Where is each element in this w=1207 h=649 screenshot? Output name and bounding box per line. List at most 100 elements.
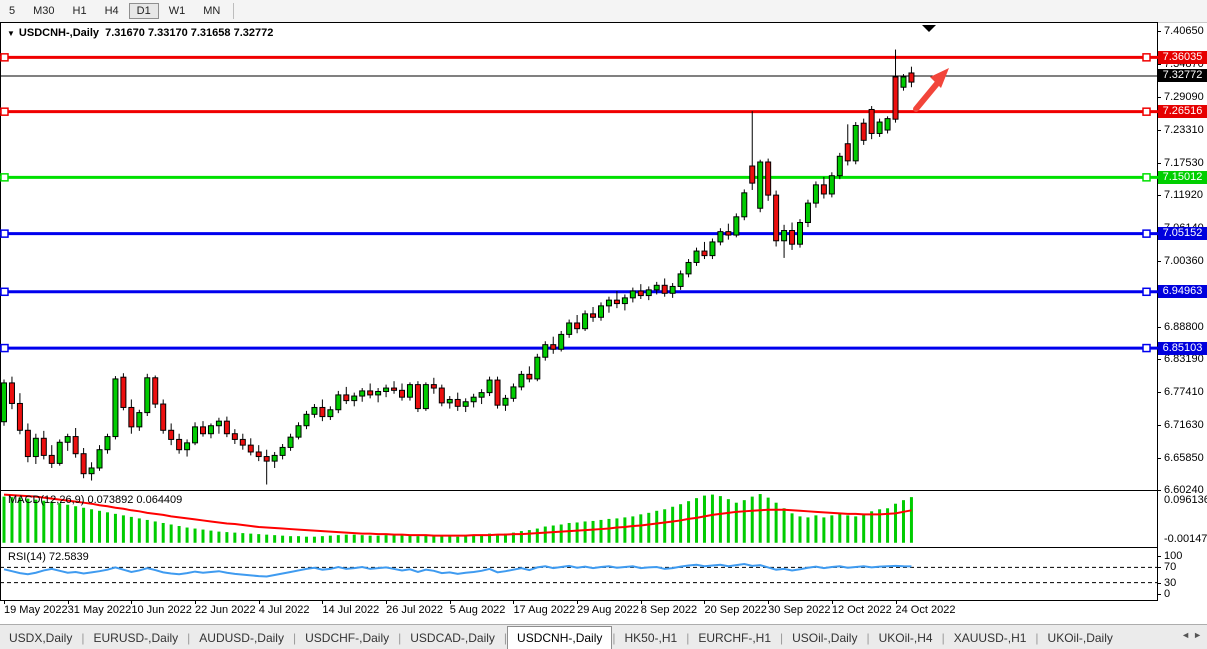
price-tick-mark	[1157, 194, 1161, 196]
bear-candle	[239, 438, 246, 446]
date-tick-mark	[386, 600, 388, 604]
horizontal-level-lines[interactable]	[0, 53, 1158, 353]
hline-handle[interactable]	[0, 53, 9, 62]
hline-handle[interactable]	[1142, 343, 1151, 353]
chart-tab-eurusd-daily[interactable]: EURUSD-,Daily	[93, 630, 179, 645]
bar-shift-marker-icon[interactable]	[922, 25, 936, 32]
rsi-pane-divider[interactable]	[0, 547, 1158, 548]
chart-tab-usdcad-daily[interactable]: USDCAD-,Daily	[410, 630, 495, 645]
chart-tab-usdcnh-daily[interactable]: USDCNH-,Daily	[507, 625, 613, 649]
macd-pane-canvas[interactable]	[0, 490, 1158, 547]
bull-candle	[797, 222, 803, 245]
price-tick-label: 6.71630	[1164, 418, 1204, 431]
chart-tab-usdx-daily[interactable]: USDX,Daily	[9, 630, 73, 645]
date-tick-mark	[195, 600, 197, 604]
hline-handle[interactable]	[1142, 173, 1151, 182]
bear-candle	[749, 165, 756, 184]
price-tick-label: 6.60240	[1164, 484, 1204, 496]
tab-scroll-left-icon[interactable]: ◄	[1181, 630, 1194, 640]
bull-candle	[287, 436, 294, 448]
tabbar-scroll-arrows[interactable]: ◄►	[1181, 630, 1205, 640]
chart-symbol-label: USDCNH-,Daily	[18, 27, 99, 39]
bull-candle	[804, 202, 811, 224]
macd-pane-divider[interactable]	[0, 490, 1158, 491]
chart-tab-eurchf-h1[interactable]: EURCHF-,H1	[698, 630, 771, 645]
timeframe-button-m30[interactable]: M30	[33, 5, 55, 17]
hline-handle[interactable]	[0, 107, 9, 116]
up-trend-arrow-annotation[interactable]	[913, 68, 949, 112]
chart-tab-audusd-daily[interactable]: AUDUSD-,Daily	[199, 630, 284, 645]
bull-candle	[446, 398, 453, 404]
bull-candle	[478, 392, 485, 398]
date-label: 14 Jul 2022	[322, 604, 380, 616]
timeframe-button-h4[interactable]: H4	[104, 5, 119, 17]
bull-candle	[693, 250, 700, 263]
price-tick-mark	[1157, 31, 1161, 32]
bear-candle	[430, 384, 437, 389]
chart-tab-ukoil-daily[interactable]: UKOil-,Daily	[1047, 630, 1113, 645]
bull-candle	[558, 333, 565, 350]
rsi-level-label: 100	[1164, 550, 1183, 562]
bear-candle	[231, 433, 238, 440]
chart-tab-xauusd-h1[interactable]: XAUUSD-,H1	[953, 630, 1027, 645]
bear-candle	[526, 373, 533, 380]
bull-candle	[566, 322, 573, 335]
rsi-line	[3, 562, 912, 578]
bull-candle	[653, 284, 660, 291]
hline-handle[interactable]	[1142, 287, 1151, 297]
chart-tab-usoil-daily[interactable]: USOil-,Daily	[792, 630, 858, 645]
rsi-pane-canvas[interactable]	[0, 547, 1158, 600]
hline-handle[interactable]	[1142, 53, 1151, 62]
hline-handle[interactable]	[0, 229, 9, 238]
hline-handle[interactable]	[1142, 107, 1151, 116]
bear-candle	[454, 398, 461, 407]
chart-tab-ukoil-h4[interactable]: UKOil-,H4	[878, 630, 933, 645]
bull-candle	[542, 344, 549, 358]
date-label: 10 Jun 2022	[131, 604, 192, 616]
timeframe-button-mn[interactable]: MN	[203, 5, 221, 17]
hline-handle[interactable]	[0, 343, 9, 353]
price-pane-canvas[interactable]	[0, 22, 1158, 490]
bear-candle	[574, 322, 581, 330]
bull-candle	[852, 124, 859, 162]
timeframe-button-5[interactable]: 5	[9, 5, 16, 17]
hline-handle[interactable]	[0, 287, 9, 297]
rsi-tick-mark	[1157, 556, 1161, 557]
hline-handle[interactable]	[0, 173, 9, 182]
chart-tab-hk50-h1[interactable]: HK50-,H1	[624, 630, 678, 645]
price-tick-mark	[1157, 129, 1161, 131]
bull-candle	[422, 384, 429, 410]
price-level-badge: 6.85103	[1158, 341, 1207, 355]
bull-candle	[184, 442, 191, 451]
date-label: 31 May 2022	[67, 604, 132, 616]
date-tick-mark	[4, 600, 5, 604]
price-axis[interactable]: 7.40650 7.34870 7.29090 7.23310 7.17530 7.119…	[1157, 22, 1207, 624]
price-tick-mark	[1157, 391, 1161, 393]
hline-handle[interactable]	[1142, 229, 1151, 238]
chart-dropdown-arrow-icon[interactable]: ▼	[7, 29, 15, 38]
rsi-tick-mark	[1157, 594, 1161, 595]
bull-candle	[812, 184, 819, 204]
price-tick-label: 6.65850	[1164, 451, 1204, 464]
bull-candle	[303, 413, 310, 427]
timeframe-button-h1[interactable]: H1	[72, 5, 87, 17]
price-tick-label: 7.23310	[1164, 123, 1204, 136]
chart-tab-usdchf-daily[interactable]: USDCHF-,Daily	[305, 630, 390, 645]
date-label: 17 Aug 2022	[513, 604, 576, 616]
rsi-level-label: 30	[1164, 576, 1177, 589]
date-label: 30 Sep 2022	[768, 604, 831, 616]
date-tick-mark	[449, 600, 451, 604]
bear-candle	[160, 403, 167, 431]
macd-max-label: 0.096136	[1164, 494, 1207, 506]
tab-scroll-right-icon[interactable]: ►	[1193, 630, 1205, 640]
price-tick-mark	[1157, 358, 1161, 360]
bull-candle	[271, 454, 278, 462]
timeframe-button-d1[interactable]: D1	[128, 3, 159, 19]
bull-candle	[64, 436, 71, 443]
date-axis[interactable]: 19 May 2022 31 May 2022 10 Jun 2022 22 Jun …	[0, 600, 1158, 624]
bull-candle	[677, 273, 684, 287]
timeframe-button-w1[interactable]: W1	[168, 5, 186, 17]
bull-candle	[582, 313, 589, 330]
date-tick-mark	[513, 600, 515, 604]
